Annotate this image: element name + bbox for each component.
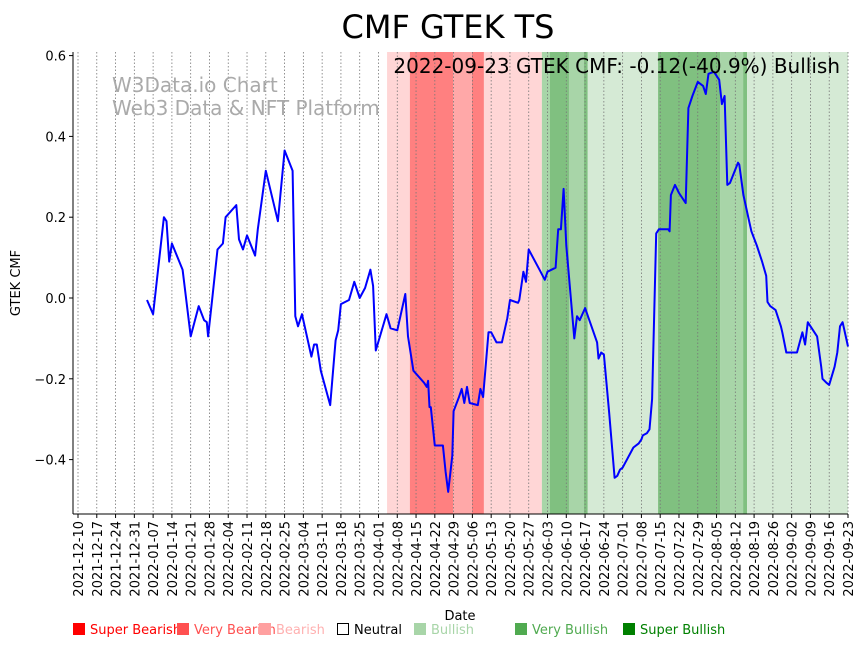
x-tick-label: 2022-07-29 bbox=[692, 521, 707, 597]
x-tick-label: 2022-04-08 bbox=[391, 521, 406, 597]
watermark-line-2: Web3 Data & NFT Platform bbox=[112, 96, 380, 120]
x-tick-label: 2022-07-01 bbox=[617, 521, 632, 597]
x-tick-label: 2021-12-24 bbox=[110, 521, 125, 597]
legend-swatch bbox=[515, 623, 527, 635]
x-tick-label: 2022-02-04 bbox=[222, 521, 237, 597]
x-tick-label: 2022-09-16 bbox=[823, 521, 838, 597]
x-tick-label: 2021-12-10 bbox=[72, 521, 87, 597]
cmf-line bbox=[146, 70, 849, 493]
x-tick-label: 2022-05-20 bbox=[504, 521, 519, 597]
legend-item-super-bullish: Super Bullish bbox=[623, 623, 725, 638]
latest-annotation: 2022-09-23 GTEK CMF: -0.12(-40.9%) Bulli… bbox=[393, 54, 840, 78]
legend-item-bullish: Bullish bbox=[414, 623, 474, 638]
signal-bands bbox=[387, 52, 848, 514]
watermark-line-1: W3Data.io Chart bbox=[112, 73, 278, 97]
x-ticks: 2021-12-10 2021-12-17 2021-12-24 2021-12-31… bbox=[72, 514, 857, 597]
x-tick-label: 2022-02-11 bbox=[241, 521, 256, 597]
legend-item-very-bullish: Very Bullish bbox=[515, 623, 608, 638]
band-bullish-mid bbox=[720, 52, 744, 514]
band-very-bearish bbox=[471, 52, 484, 514]
x-tick-label: 2022-02-25 bbox=[279, 521, 294, 597]
x-tick-label: 2022-07-08 bbox=[635, 521, 650, 597]
x-tick-label: 2022-01-21 bbox=[185, 521, 200, 597]
x-tick-label: 2022-05-27 bbox=[523, 521, 538, 597]
x-tick-label: 2022-07-22 bbox=[673, 521, 688, 597]
legend-item-very-bearish: Very Bearish bbox=[177, 623, 276, 638]
x-tick-label: 2022-05-06 bbox=[466, 521, 481, 597]
y-tick-label: −0.2 bbox=[34, 373, 66, 388]
legend-swatch bbox=[623, 623, 635, 635]
x-tick-label: 2022-09-23 bbox=[842, 521, 857, 597]
x-tick-label: 2022-07-15 bbox=[654, 521, 669, 597]
x-tick-label: 2021-12-31 bbox=[128, 521, 143, 597]
x-tick-label: 2022-06-03 bbox=[542, 521, 557, 597]
y-axis-label: GTEK CMF bbox=[9, 250, 24, 316]
band-very-bullish bbox=[658, 52, 721, 514]
x-tick-label: 2022-03-04 bbox=[297, 521, 312, 597]
legend-label: Bearish bbox=[276, 623, 325, 638]
x-tick-label: 2022-03-25 bbox=[354, 521, 369, 597]
band-bearish bbox=[387, 52, 410, 514]
x-tick-label: 2022-04-22 bbox=[429, 521, 444, 597]
legend-label: Very Bearish bbox=[194, 623, 276, 638]
x-tick-label: 2022-03-18 bbox=[335, 521, 350, 597]
legend-label: Bullish bbox=[431, 623, 474, 638]
band-very-bearish bbox=[409, 52, 454, 514]
x-tick-label: 2022-08-05 bbox=[711, 521, 726, 597]
legend-label: Neutral bbox=[354, 623, 402, 638]
x-tick-label: 2022-05-13 bbox=[485, 521, 500, 597]
legend-item-neutral: Neutral bbox=[337, 623, 402, 638]
legend-swatch bbox=[414, 623, 426, 635]
y-tick-label: 0.6 bbox=[45, 50, 66, 65]
x-tick-label: 2022-06-24 bbox=[598, 521, 613, 597]
legend-label: Very Bullish bbox=[532, 623, 608, 638]
legend-label: Super Bearish bbox=[90, 623, 181, 638]
band-bullish-mid bbox=[541, 52, 550, 514]
band-bearish bbox=[483, 52, 542, 514]
x-tick-label: 2022-01-28 bbox=[203, 521, 218, 597]
band-very-bullish bbox=[583, 52, 588, 514]
x-tick-label: 2022-09-02 bbox=[786, 521, 801, 597]
x-tick-label: 2022-08-19 bbox=[748, 521, 763, 597]
x-tick-label: 2022-04-29 bbox=[448, 521, 463, 597]
x-tick-label: 2022-04-15 bbox=[410, 521, 425, 597]
x-tick-label: 2022-02-18 bbox=[260, 521, 275, 597]
x-tick-label: 2022-01-07 bbox=[147, 521, 162, 597]
y-tick-label: 0.4 bbox=[45, 130, 66, 145]
band-bullish bbox=[747, 52, 848, 514]
legend-swatch bbox=[177, 623, 189, 635]
legend: Super Bearish Very Bearish Bearish Neutral B… bbox=[73, 623, 725, 638]
x-tick-label: 2022-08-12 bbox=[729, 521, 744, 597]
x-tick-label: 2022-04-01 bbox=[372, 521, 387, 597]
chart-title: CMF GTEK TS bbox=[342, 8, 555, 46]
band-bearish-mid bbox=[453, 52, 472, 514]
x-gridlines bbox=[77, 52, 849, 514]
x-tick-label: 2022-06-10 bbox=[560, 521, 575, 597]
legend-swatch bbox=[337, 623, 349, 635]
legend-item-bearish: Bearish bbox=[259, 623, 325, 638]
x-axis-label: Date bbox=[444, 609, 475, 624]
y-ticks: 0.6 0.4 0.2 0.0 −0.2 −0.4 bbox=[34, 50, 73, 469]
band-very-bullish bbox=[549, 52, 569, 514]
legend-swatch bbox=[259, 623, 271, 635]
legend-swatch bbox=[73, 623, 85, 635]
legend-label: Super Bullish bbox=[640, 623, 725, 638]
band-bullish-mid bbox=[568, 52, 584, 514]
x-tick-label: 2021-12-17 bbox=[91, 521, 106, 597]
y-tick-label: −0.4 bbox=[34, 454, 66, 469]
x-tick-label: 2022-08-26 bbox=[767, 521, 782, 597]
legend-item-super-bearish: Super Bearish bbox=[73, 623, 181, 638]
x-tick-label: 2022-01-14 bbox=[166, 521, 181, 597]
x-tick-label: 2022-03-11 bbox=[316, 521, 331, 597]
x-tick-label: 2022-06-17 bbox=[579, 521, 594, 597]
y-tick-label: 0.2 bbox=[45, 211, 66, 226]
y-tick-label: 0.0 bbox=[45, 292, 66, 307]
x-tick-label: 2022-09-09 bbox=[804, 521, 819, 597]
band-very-bullish bbox=[743, 52, 748, 514]
